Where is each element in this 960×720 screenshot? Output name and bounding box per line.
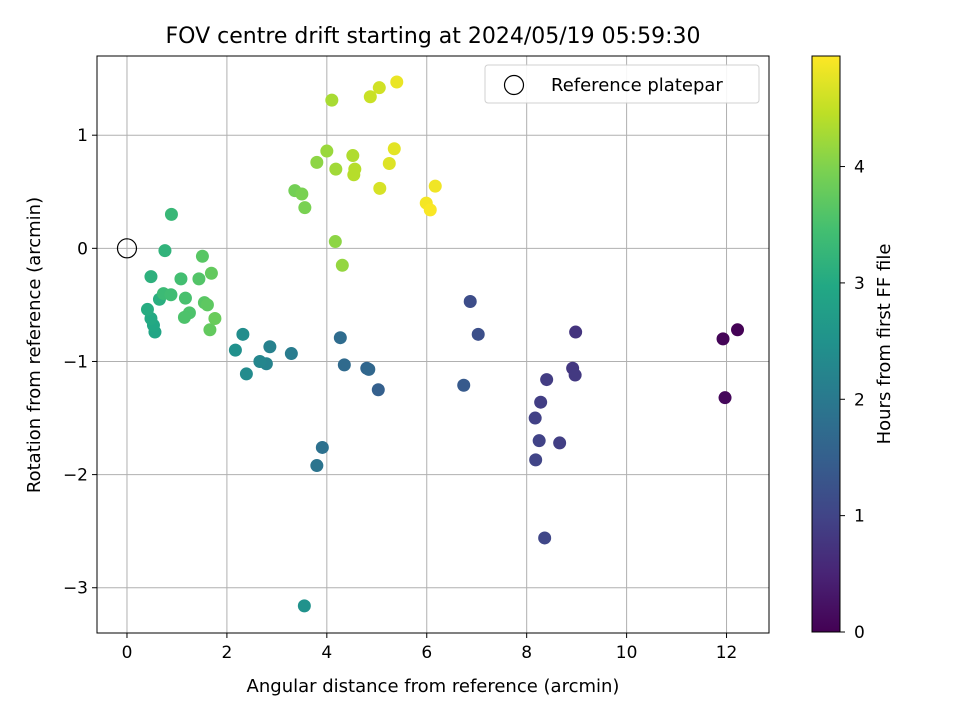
data-point [298,201,312,215]
data-point [158,244,172,258]
data-point [540,373,554,387]
data-point [428,179,442,193]
data-point [423,203,437,217]
data-point [731,323,745,337]
x-tick-label: 8 [521,643,532,663]
data-point [208,311,222,325]
data-point [387,142,401,156]
data-point [538,531,552,545]
data-point [337,358,351,372]
data-point [253,354,267,368]
reference-marker [116,238,138,259]
y-tick-label: −2 [63,466,88,486]
x-tick-label: 12 [716,643,738,663]
colorbar-gradient [811,55,841,633]
data-point [568,368,582,382]
data-point [463,295,477,309]
data-point [553,436,567,450]
data-point [315,440,329,454]
data-point [371,383,385,397]
data-point [528,411,542,425]
data-point [329,162,343,176]
data-point [532,434,546,448]
data-point [164,288,178,302]
legend: Reference platepar [484,64,760,104]
data-point [164,207,178,221]
data-point [174,272,188,286]
data-point [716,332,730,346]
y-tick-label: 0 [77,239,88,259]
data-point [328,235,342,249]
x-tick-label: 10 [616,643,638,663]
data-point [178,291,192,305]
data-point [284,347,298,361]
y-tick-label: 1 [77,126,88,146]
plot-background [97,56,769,633]
data-point [346,149,360,163]
data-point [177,310,191,324]
data-point [204,266,218,280]
data-point [325,93,339,107]
x-tick-label: 6 [421,643,432,663]
data-point [144,270,158,284]
data-point [192,272,206,286]
colorbar-tick-label: 0 [854,623,865,643]
data-point [320,144,334,158]
data-point [372,81,386,95]
x-axis-ticks: 0 2 4 6 8 10 12 [122,633,738,663]
data-point [373,181,387,195]
data-point [310,459,324,473]
data-point [390,75,404,89]
data-point [140,302,154,316]
x-tick-label: 2 [221,643,232,663]
y-tick-label: −3 [63,579,88,599]
data-point [529,453,543,467]
data-point [295,187,309,201]
colorbar-tick-label: 2 [854,390,865,410]
data-point [457,378,471,392]
data-point [347,168,361,182]
data-point [471,327,485,341]
plot-frame [96,55,770,634]
data-point [203,323,217,337]
y-axis-ticks: 1 0 −1 −2 −3 [63,126,97,599]
data-point [362,362,376,376]
chart-title: FOV centre drift starting at 2024/05/19 … [166,24,701,49]
data-point [200,298,214,312]
scatter-points [140,75,745,613]
data-point [363,90,377,104]
data-point [310,155,324,169]
data-point [228,343,242,357]
colorbar-label: Hours from first FF file [874,244,895,445]
data-point [382,156,396,170]
data-point [569,325,583,339]
data-point [335,258,349,272]
legend-box [484,64,760,104]
data-point [263,340,277,354]
x-tick-label: 4 [321,643,332,663]
y-tick-label: −1 [63,352,88,372]
x-axis-label: Angular distance from reference (arcmin) [247,676,620,697]
data-point [239,367,253,381]
colorbar: 0 1 2 3 4 Hours from first FF file [811,55,895,643]
reference-platepar-point [116,238,138,259]
data-point [333,331,347,345]
colorbar-tick-label: 1 [854,507,865,527]
colorbar-tick-label: 3 [854,274,865,294]
legend-label-reference: Reference platepar [551,75,723,96]
data-point [534,395,548,409]
x-tick-label: 0 [122,643,133,663]
data-point [718,391,732,405]
data-point [236,327,250,341]
colorbar-tick-label: 4 [854,158,865,178]
colorbar-ticks: 0 1 2 3 4 [840,158,865,643]
data-point [297,599,311,613]
legend-marker-reference [503,74,525,96]
plot-area [96,55,770,634]
y-axis-label: Rotation from reference (arcmin) [24,197,45,493]
data-point [195,249,209,263]
